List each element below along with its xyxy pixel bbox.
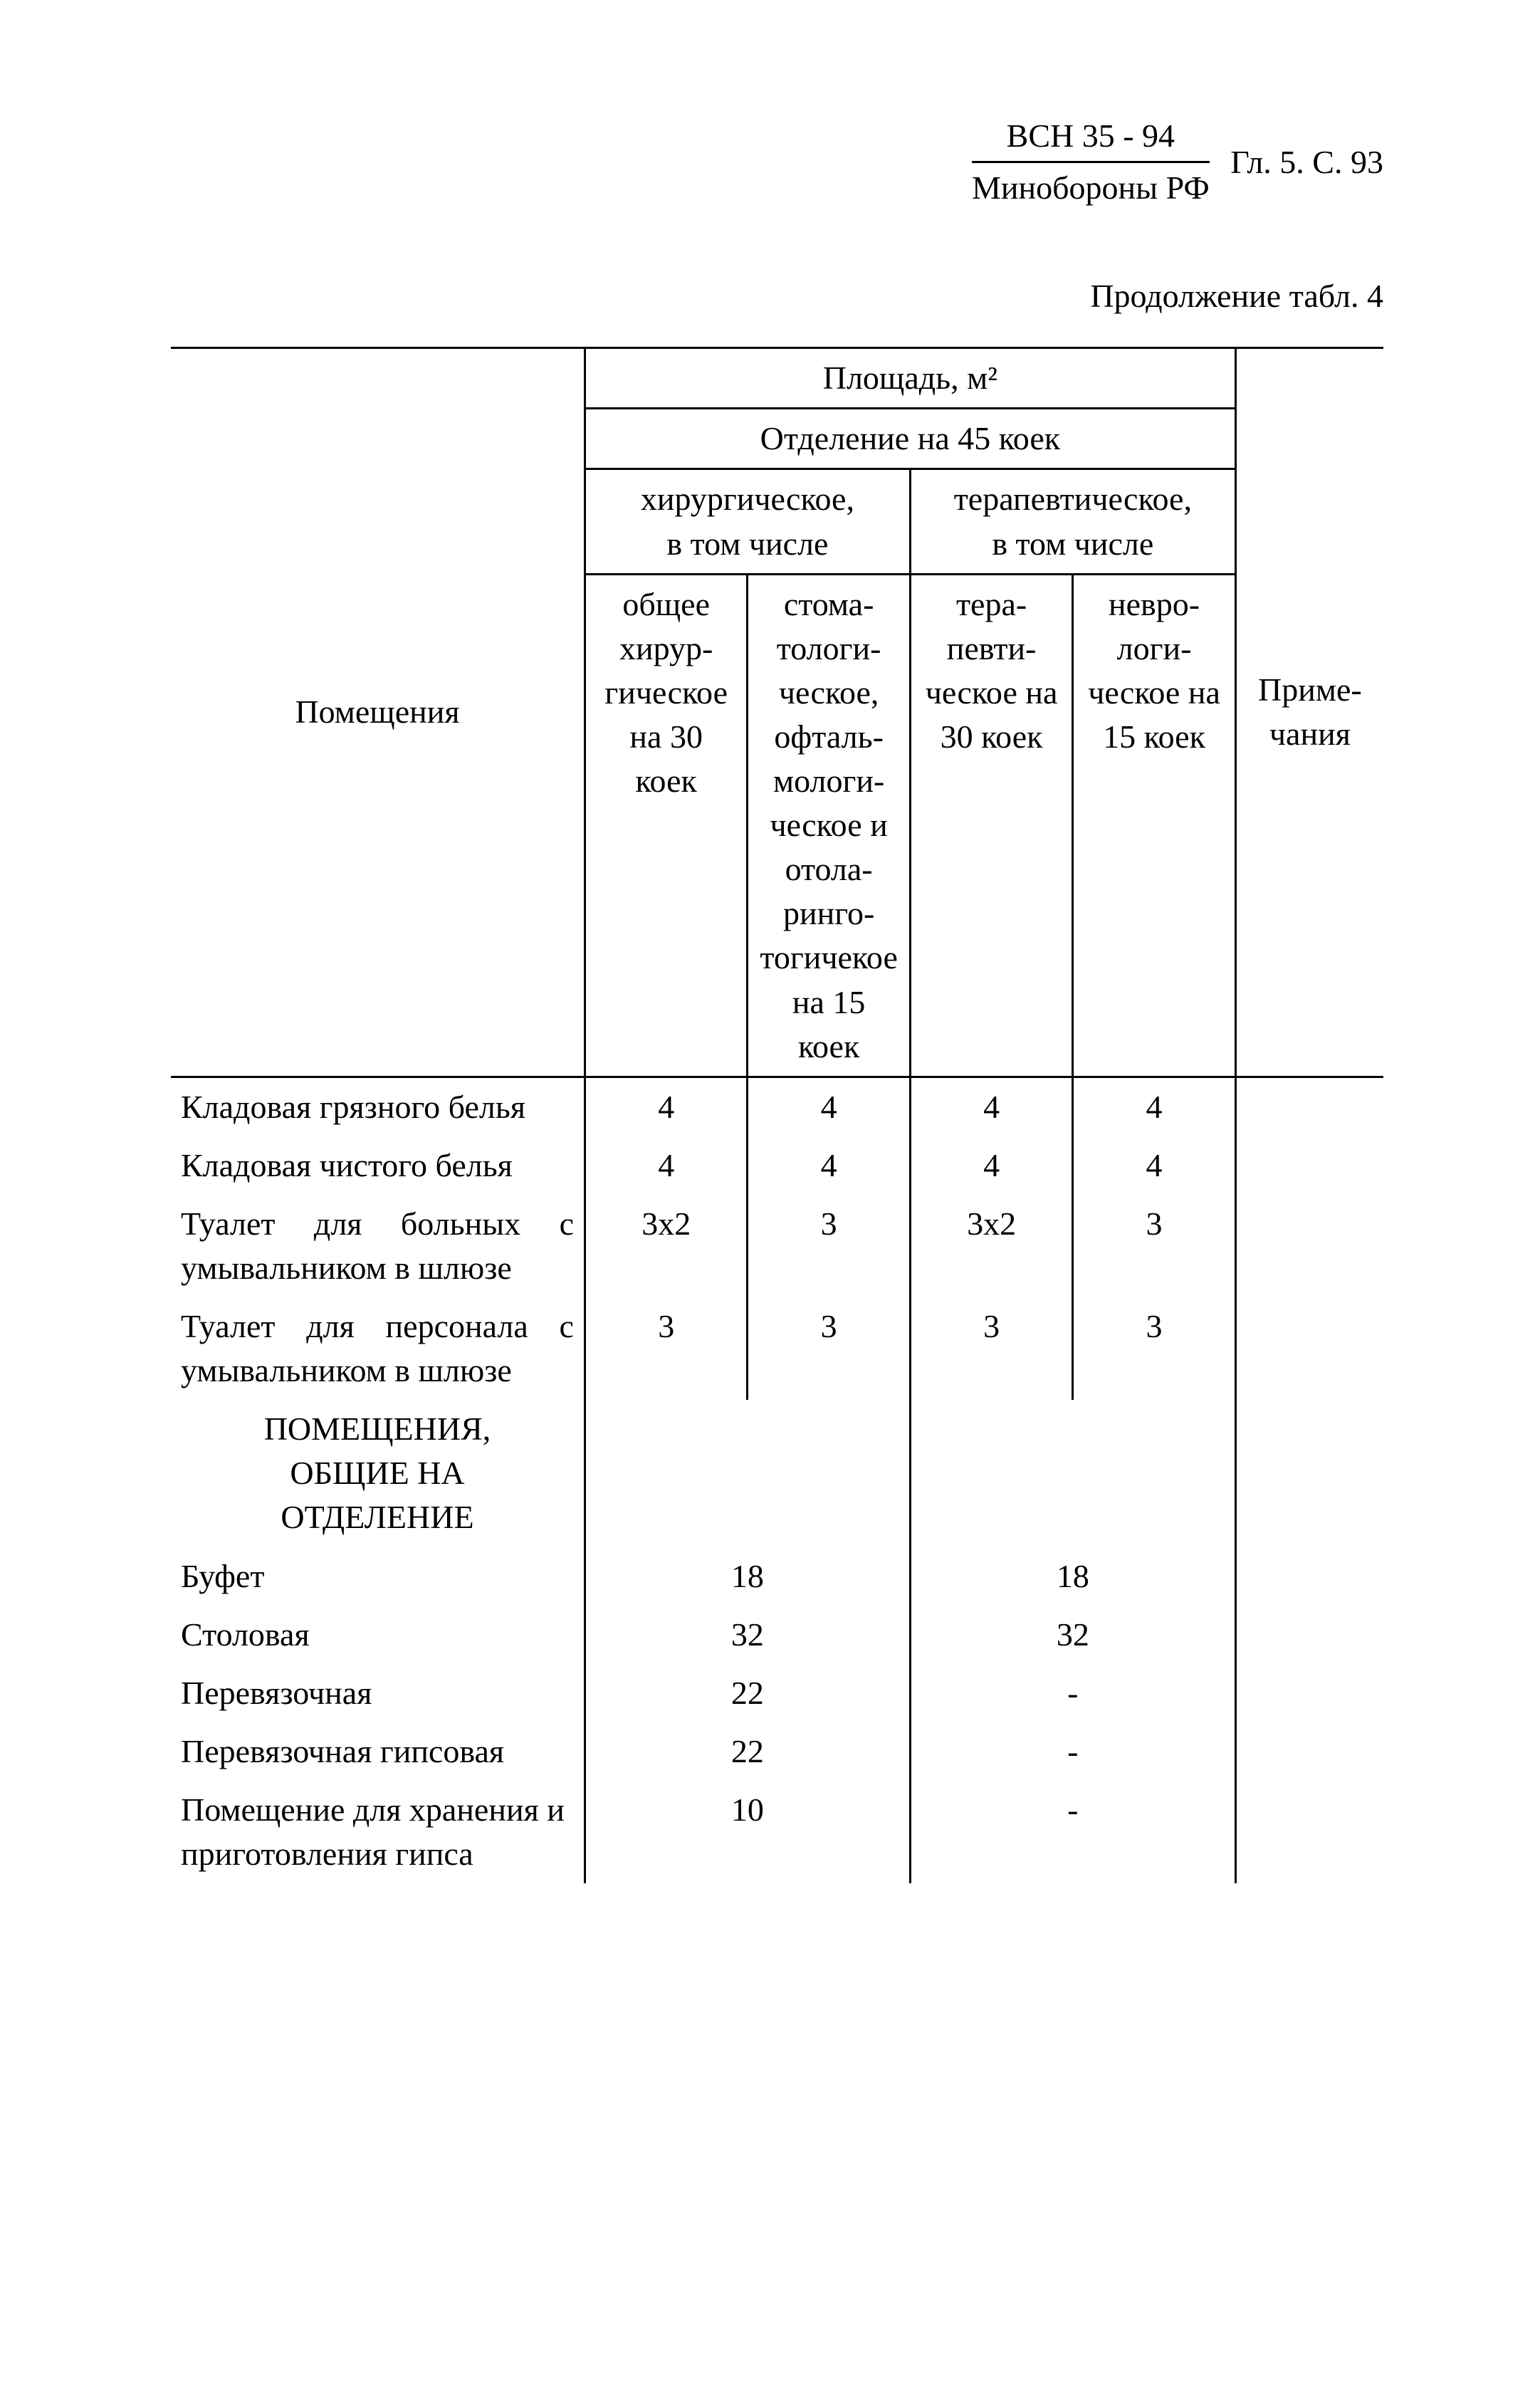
table-row: Кладовая чистого белья 4 4 4 4 — [171, 1136, 1383, 1195]
page-header: ВСН 35 - 94 Минобороны РФ Гл. 5. С. 93 — [171, 114, 1383, 210]
col-header-c1: общее хирур­гичес­кое на 30 коек — [585, 574, 747, 1077]
row-value: 3 — [1073, 1195, 1235, 1297]
row-value: 22 — [585, 1722, 910, 1781]
row-label: Кладовая чистого белья — [171, 1136, 585, 1195]
row-note — [1235, 1195, 1383, 1297]
row-note — [1235, 1136, 1383, 1195]
header-code-top: ВСН 35 - 94 — [972, 114, 1210, 163]
table-row: Туалет для больных с умывальником в шлюз… — [171, 1195, 1383, 1297]
row-label: Кладовая грязного белья — [171, 1077, 585, 1136]
row-value: 32 — [910, 1606, 1235, 1664]
col-header-surgical: хирургическое, в том числе — [585, 469, 910, 574]
table-header-row: Помещения Площадь, м² При­ме­чания — [171, 348, 1383, 409]
row-value: 4 — [910, 1077, 1072, 1136]
row-note — [1235, 1664, 1383, 1722]
table-continuation: Продолжение табл. 4 — [171, 274, 1383, 318]
col-header-area: Площадь, м² — [585, 348, 1235, 409]
row-value: 4 — [585, 1136, 747, 1195]
col-header-dept: Отделение на 45 коек — [585, 409, 1235, 469]
row-value: 3x2 — [910, 1195, 1072, 1297]
row-value: 3 — [1073, 1297, 1235, 1400]
header-chapter: Гл. 5. С. 93 — [1217, 140, 1383, 184]
table-section-row: ПОМЕЩЕНИЯ, ОБЩИЕ НА ОТДЕЛЕНИЕ — [171, 1400, 1383, 1547]
page: ВСН 35 - 94 Минобороны РФ Гл. 5. С. 93 П… — [0, 0, 1540, 2381]
row-note — [1235, 1606, 1383, 1664]
row-label: Туалет для персонала с умывальником в шл… — [171, 1297, 585, 1400]
table-row: Туалет для персонала с умывальником в шл… — [171, 1297, 1383, 1400]
row-value: 22 — [585, 1664, 910, 1722]
row-value: 3 — [585, 1297, 747, 1400]
row-label: Перевязочная гипсовая — [171, 1722, 585, 1781]
row-value: - — [910, 1722, 1235, 1781]
row-value: 4 — [748, 1136, 910, 1195]
row-value: 4 — [1073, 1077, 1235, 1136]
row-note — [1235, 1722, 1383, 1781]
col-header-c2: стома­тологи­ческое, офталь­мологи­ческо… — [748, 574, 910, 1077]
header-fraction: ВСН 35 - 94 Минобороны РФ — [972, 114, 1210, 210]
table-row: Буфет 18 18 — [171, 1547, 1383, 1606]
row-value: 3x2 — [585, 1195, 747, 1297]
row-note — [1235, 1547, 1383, 1606]
data-table: Помещения Площадь, м² При­ме­чания Отдел… — [171, 347, 1383, 1883]
header-code-bottom: Минобороны РФ — [972, 163, 1210, 210]
row-note — [1235, 1781, 1383, 1883]
row-value: 4 — [1073, 1136, 1235, 1195]
row-label: Помещение для хране­ния и приготовления … — [171, 1781, 585, 1883]
row-value: 4 — [748, 1077, 910, 1136]
table-row: Столовая 32 32 — [171, 1606, 1383, 1664]
section-title: ПОМЕЩЕНИЯ, ОБЩИЕ НА ОТДЕЛЕНИЕ — [171, 1400, 585, 1547]
table-row: Перевязочная гипсовая 22 - — [171, 1722, 1383, 1781]
table-row: Кладовая грязного белья 4 4 4 4 — [171, 1077, 1383, 1136]
col-header-notes: При­ме­чания — [1235, 348, 1383, 1077]
col-header-rooms: Помещения — [171, 348, 585, 1077]
row-label: Туалет для больных с умывальником в шлюз… — [171, 1195, 585, 1297]
row-value: 3 — [748, 1195, 910, 1297]
row-value: 18 — [910, 1547, 1235, 1606]
row-value: 32 — [585, 1606, 910, 1664]
col-header-therapeutic: терапевтическое, в том числе — [910, 469, 1235, 574]
row-value: - — [910, 1781, 1235, 1883]
row-value: 4 — [585, 1077, 747, 1136]
row-label: Перевязочная — [171, 1664, 585, 1722]
row-value: 10 — [585, 1781, 910, 1883]
row-label: Столовая — [171, 1606, 585, 1664]
row-value: - — [910, 1664, 1235, 1722]
table-row: Помещение для хране­ния и приготовления … — [171, 1781, 1383, 1883]
table-row: Перевязочная 22 - — [171, 1664, 1383, 1722]
row-note — [1235, 1297, 1383, 1400]
col-header-c4: невро­логи­ческое на 15 коек — [1073, 574, 1235, 1077]
row-value: 3 — [910, 1297, 1072, 1400]
row-label: Буфет — [171, 1547, 585, 1606]
row-value: 18 — [585, 1547, 910, 1606]
row-note — [1235, 1077, 1383, 1136]
row-value: 4 — [910, 1136, 1072, 1195]
col-header-c3: тера­певти­ческое на 30 коек — [910, 574, 1072, 1077]
row-value: 3 — [748, 1297, 910, 1400]
